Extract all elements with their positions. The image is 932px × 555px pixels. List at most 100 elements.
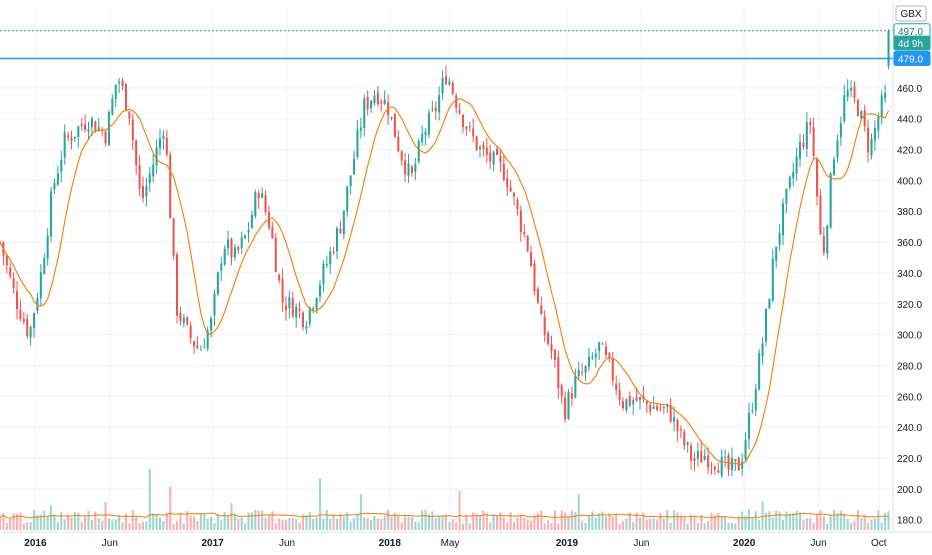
candle-body [12,278,15,289]
candle-body [312,307,315,310]
candle-body [244,235,247,238]
volume-bar [318,478,322,530]
volume-bar [604,516,607,530]
volume-bar [700,515,703,530]
volume-bar [15,513,19,530]
candle-body [318,285,322,297]
candle-body [26,318,29,337]
candle-body [213,293,216,316]
volume-bar [591,511,594,530]
volume-bar [809,517,812,530]
price-label-box [893,35,931,51]
candle-body [798,142,802,159]
candle-body [768,299,771,309]
candle-body [734,459,737,461]
volume-bar [421,510,424,530]
volume-bar [775,510,778,530]
volume-bar [472,512,475,530]
volume-bar [284,520,287,530]
candle-body [870,138,873,156]
volume-bar [482,510,485,530]
volume-bar [601,511,604,530]
volume-bar [618,523,621,530]
volume-bar [557,523,560,530]
volume-bar [496,515,499,530]
volume-bar [713,515,716,530]
volume-bar [438,515,441,530]
volume-bar [547,520,550,530]
candle-body [60,159,63,172]
volume-bar [833,509,836,530]
volume-bar [342,516,345,530]
candle-body [833,159,836,176]
candle-body [867,128,870,153]
volume-bar [353,517,356,530]
candle-body [370,100,373,109]
candle-body [662,407,665,409]
volume-bar [448,521,451,530]
volume-bar [792,512,795,530]
candle-body [788,176,791,188]
volume-bar [509,512,512,530]
candle-body [124,83,127,111]
candle-body [805,122,808,149]
candle-body [547,332,550,344]
volume-bar [802,520,805,530]
volume-bar [829,514,832,530]
time-tick-label: 2019 [556,538,579,549]
candle-body [778,232,781,245]
candle-body [162,135,165,140]
volume-bar [764,512,768,530]
volume-bar [758,520,761,530]
candle-body [451,82,454,94]
volume-bar [662,519,665,530]
volume-bar [673,510,676,530]
volume-bar [356,513,359,530]
volume-bar [131,510,134,530]
price-axis[interactable]: 180.0 200.0 220.0 240.0 260.0 280.0 300.0 320.0… [892,0,922,532]
candle-body [114,84,117,100]
volume-bar [169,486,172,530]
volume-bar [870,519,873,530]
volume-bar [308,512,311,530]
volume-bar [135,515,138,530]
volume-bar [339,514,342,530]
candle-body [427,112,430,135]
volume-bar [128,523,131,530]
candle-body [754,389,757,411]
volume-bar [165,512,168,530]
volume-bar [104,501,107,530]
volume-bar [417,522,420,530]
volume-bar [19,512,22,530]
volume-bar [744,515,747,530]
time-axis[interactable]: 2016 Jun 2017 Jun 2018 May 2019 Jun 2020 Jun Oct [0,531,932,549]
volume-bar [162,521,165,530]
candle-body [349,175,352,187]
volume-bar [690,514,693,530]
volume-bar [621,521,625,530]
time-tick-label: 2017 [201,538,224,549]
volume-bar [478,514,482,530]
candle-body [359,127,362,131]
volume-bar [543,523,546,530]
candle-body [570,393,573,399]
volume-bar [366,517,369,530]
volume-bar [84,515,87,530]
volume-bar [642,512,645,530]
candle-body [291,298,294,317]
price-tick-label: 180.0 [897,516,922,527]
candle-body [792,172,795,179]
candle-body [822,236,825,253]
candle-body [455,95,458,108]
volume-bar [376,518,379,530]
volume-bar [710,512,713,530]
volume-bar [359,494,362,530]
candle-body [50,191,53,237]
price-tick-label: 200.0 [897,485,922,496]
volume-bar [193,516,196,530]
candle-body [128,111,131,119]
candle-body [46,235,49,259]
candle-body [111,98,114,115]
